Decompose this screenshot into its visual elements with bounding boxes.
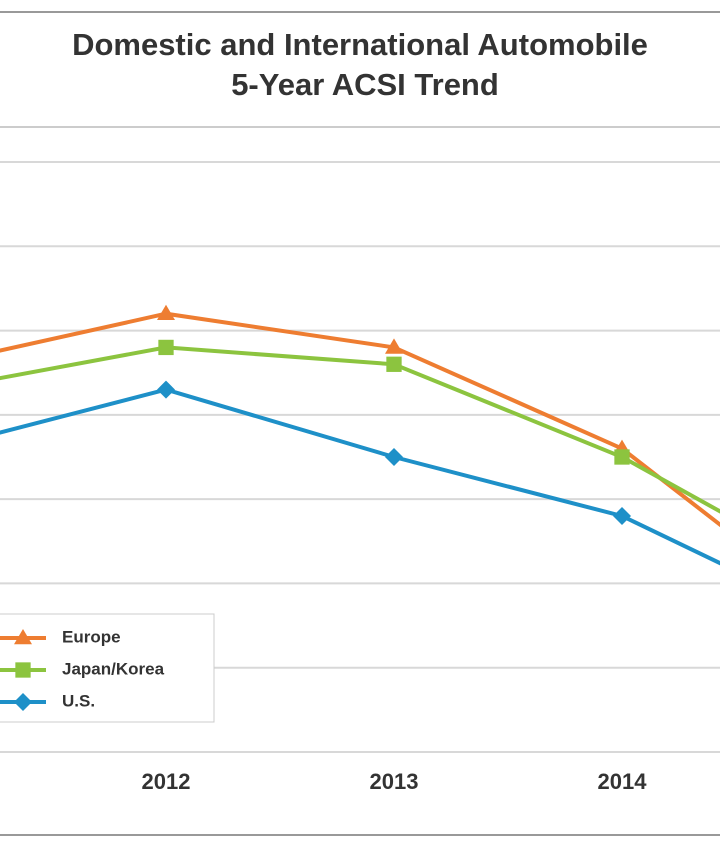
x-tick-label: 2014 xyxy=(598,769,648,794)
chart-subtitle: 5-Year ACSI Trend xyxy=(231,67,499,102)
marker xyxy=(158,339,174,356)
plot xyxy=(0,304,720,566)
x-tick-label: 2012 xyxy=(142,769,191,794)
marker xyxy=(157,304,175,321)
marker xyxy=(157,380,175,399)
grid xyxy=(0,161,720,753)
legend-label: U.S. xyxy=(62,691,95,710)
marker xyxy=(386,356,402,372)
marker xyxy=(15,662,31,678)
x-tick-label: 2013 xyxy=(370,769,419,794)
chart-title: Domestic and International Automobile xyxy=(72,27,648,62)
marker xyxy=(385,338,403,354)
marker xyxy=(14,693,32,711)
legend-label: Europe xyxy=(62,627,121,646)
marker xyxy=(14,629,32,645)
frame xyxy=(0,11,720,836)
marker xyxy=(613,507,631,525)
series-line xyxy=(0,387,720,566)
legend-label: Japan/Korea xyxy=(62,659,165,678)
legend: Europe Japan/Korea U.S. xyxy=(0,613,215,723)
series-line xyxy=(0,345,720,514)
marker xyxy=(614,449,630,465)
marker xyxy=(385,448,403,466)
